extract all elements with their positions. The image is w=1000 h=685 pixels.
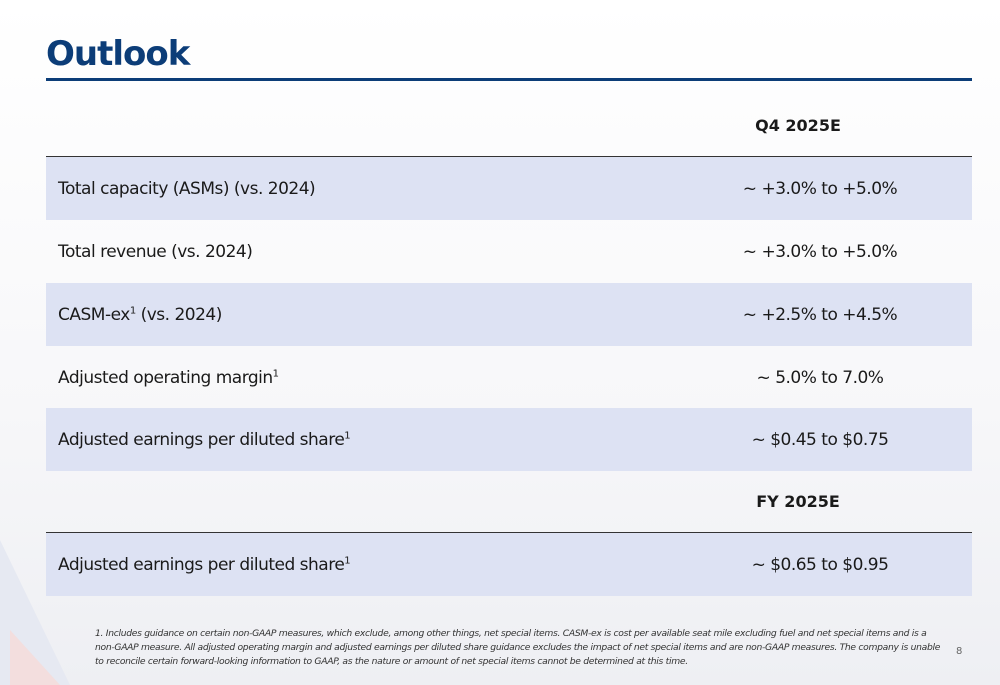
footnote-ref: 1 [344, 429, 351, 441]
row-value: ~ +3.0% to +5.0% [742, 241, 898, 262]
row-value: ~ 5.0% to 7.0% [756, 367, 884, 388]
row-label-wrap: Adjusted earnings per diluted share1 [46, 430, 668, 450]
table-row: CASM-ex1 (vs. 2024) ~ +2.5% to +4.5% [46, 283, 972, 346]
table-row: Total capacity (ASMs) (vs. 2024) ~ +3.0%… [46, 157, 972, 220]
heading-rule [46, 532, 972, 533]
row-label: Total revenue (vs. 2024) [58, 241, 253, 262]
footnote-ref: 1 [129, 304, 136, 316]
footnote-ref: 1 [344, 554, 351, 566]
heading-rule [46, 156, 972, 157]
footnote: 1. Includes guidance on certain non-GAAP… [95, 628, 941, 667]
row-value: ~ $0.45 to $0.75 [751, 429, 889, 450]
row-value: ~ $0.65 to $0.95 [751, 554, 889, 575]
decor [0, 540, 70, 685]
column-heading: Q4 2025E [755, 116, 841, 135]
row-label: CASM-ex [58, 304, 130, 325]
row-value: ~ +3.0% to +5.0% [742, 178, 898, 199]
row-label-wrap: CASM-ex1 (vs. 2024) [46, 305, 668, 325]
row-label-end: (vs. 2024) [140, 304, 223, 325]
row-label: Adjusted operating margin [58, 367, 273, 388]
table-row: Adjusted operating margin1 ~ 5.0% to 7.0… [46, 346, 972, 409]
page-number: 8 [956, 646, 963, 657]
row-label: Total capacity (ASMs) (vs. 2024) [58, 178, 316, 199]
row-label-wrap: Adjusted earnings per diluted share1 [46, 555, 668, 575]
footnote-ref: 1 [272, 367, 279, 379]
table-row: Adjusted earnings per diluted share1 ~ $… [46, 533, 972, 596]
title-rule [46, 78, 972, 81]
row-label-wrap: Adjusted operating margin1 [46, 368, 668, 388]
row-label: Adjusted earnings per diluted share [58, 554, 345, 575]
title: Outlook [46, 34, 190, 74]
row-value: ~ +2.5% to +4.5% [742, 304, 898, 325]
row-label: Adjusted earnings per diluted share [58, 429, 345, 450]
column-heading: FY 2025E [756, 492, 840, 511]
table-row: Adjusted earnings per diluted share1 ~ $… [46, 408, 972, 471]
table-row: Total revenue (vs. 2024) ~ +3.0% to +5.0… [46, 220, 972, 283]
